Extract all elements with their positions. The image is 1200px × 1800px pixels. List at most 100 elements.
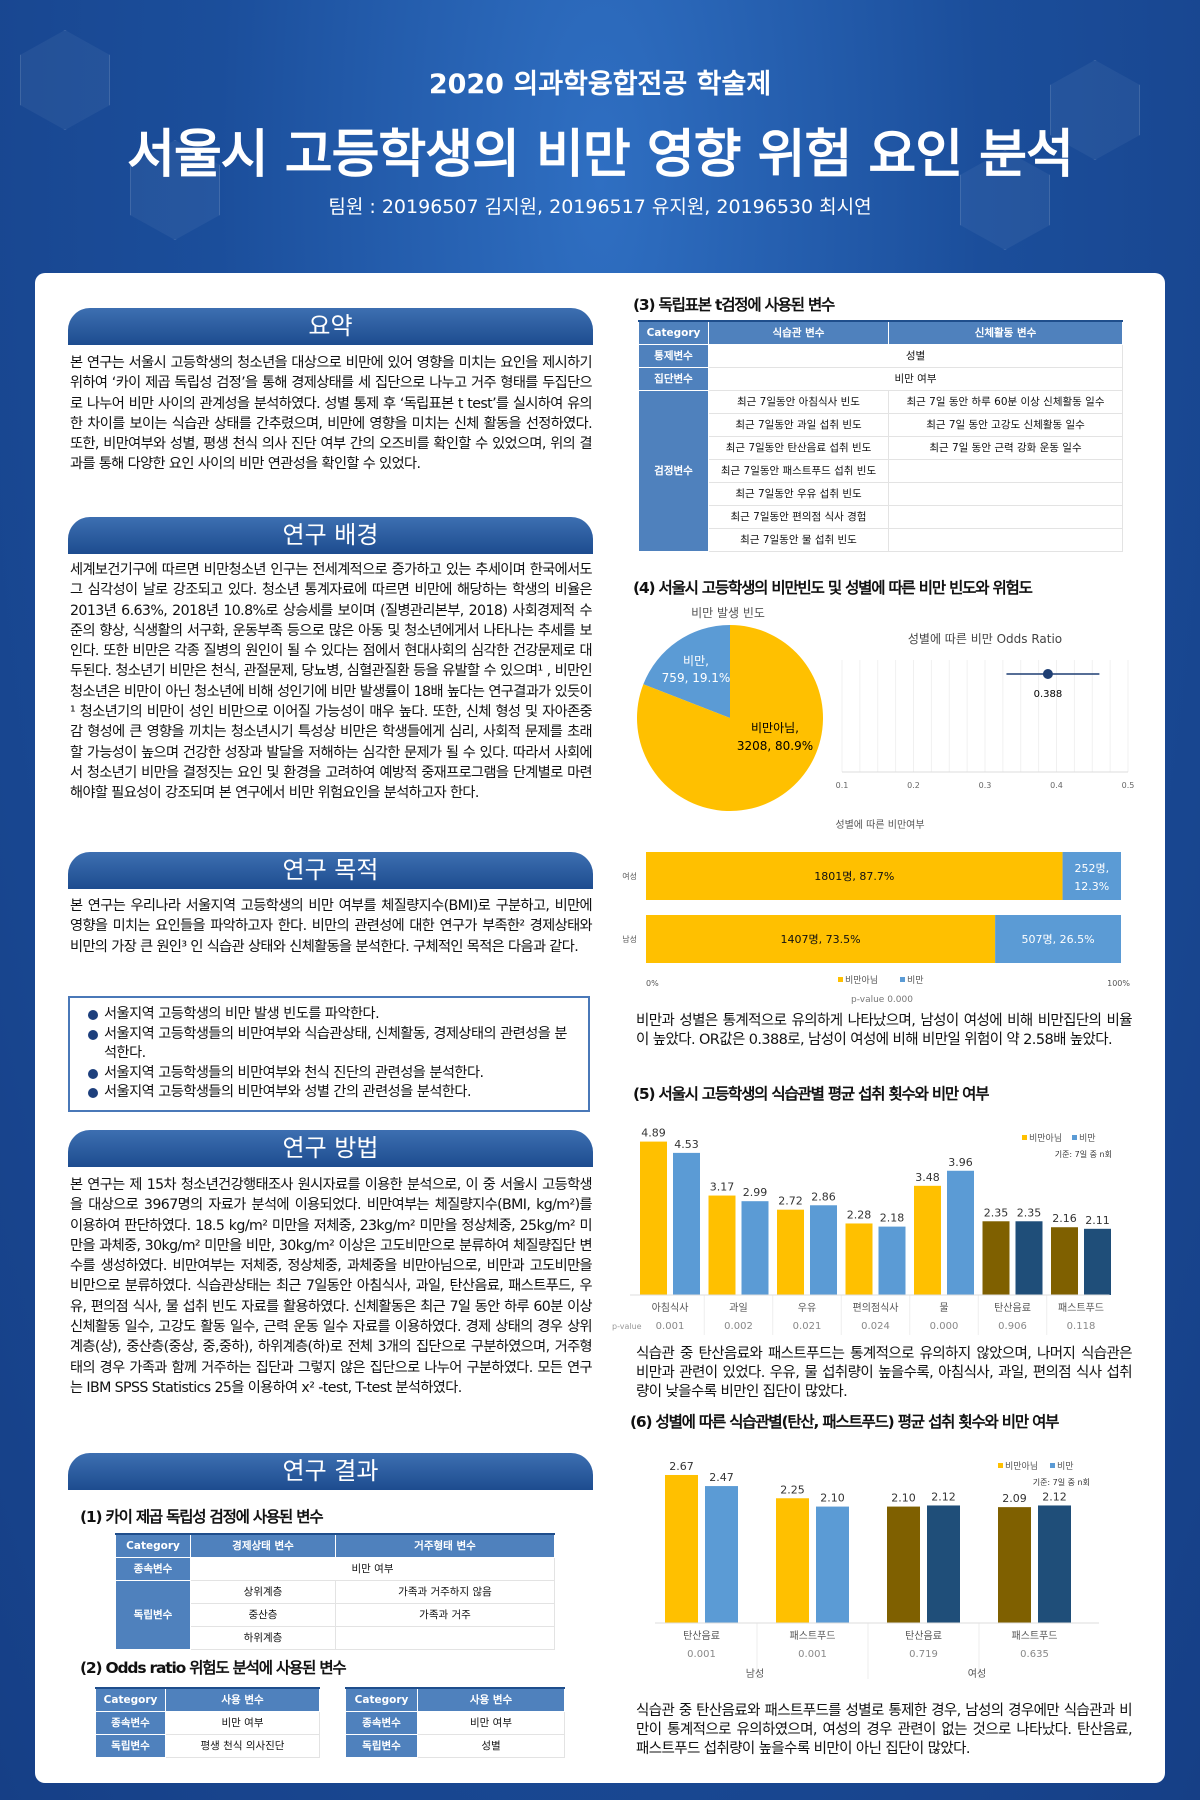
row-header: 종속변수	[115, 1556, 191, 1581]
legend-label: 비만아님	[1029, 1133, 1062, 1144]
p-value-note: p-value 0.000	[851, 995, 913, 1005]
p-value: 0.906	[998, 1321, 1027, 1332]
legend-swatch	[838, 977, 843, 982]
table-cell	[888, 504, 1123, 529]
section4-title: (4) 서울시 고등학생의 비만빈도 및 성별에 따른 비만 빈도와 위험도	[633, 579, 1033, 597]
bar-not-obese	[1051, 1227, 1078, 1295]
legend-label: 비만	[1057, 1461, 1074, 1472]
table-cell: 최근 7일동안 탄산음료 섭취 빈도	[708, 435, 889, 460]
bar-segment	[1062, 852, 1121, 900]
legend-label: 비만아님	[845, 975, 878, 986]
row-header: 검정변수	[638, 389, 709, 552]
pie-slice-not-obese	[637, 625, 823, 811]
bar-obese	[810, 1205, 837, 1295]
p-value: 0.021	[793, 1321, 822, 1332]
p-value: 0.002	[724, 1321, 753, 1332]
table-cell: 최근 7일동안 편의점 식사 경험	[708, 504, 889, 529]
section5-text: 식습관 중 탄산음료와 패스트푸드는 통계적으로 유의하지 않았으며, 나머지 …	[636, 1346, 1133, 1400]
bar-not-obese	[708, 1195, 736, 1295]
p-value-axis-label: p-value	[612, 1322, 642, 1331]
p-value: 0.635	[1020, 1649, 1049, 1660]
x-tick-label: 0.5	[1122, 781, 1135, 790]
row-header: 종속변수	[345, 1710, 418, 1735]
section5-title: (5) 서울시 고등학생의 식습관별 평균 섭취 횟수와 비만 여부	[633, 1085, 990, 1103]
method-text: 본 연구는 제 15차 청소년건강행태조사 원시자료를 이용한 분석으로, 이 …	[70, 1177, 593, 1396]
table-cell: 최근 7일 동안 고강도 신체활동 일수	[888, 412, 1123, 437]
bar-not-obese	[914, 1185, 941, 1295]
section6-title: (6) 성별에 따른 식습관별(탄산, 패스트푸드) 평균 섭취 횟수와 비만 …	[630, 1413, 1059, 1431]
odds-ratio-title: 성별에 따른 비만 Odds Ratio	[908, 632, 1062, 646]
table3-title: (3) 독립표본 t검정에 사용된 변수	[633, 296, 835, 314]
table1-title: (1) 카이 제곱 독립성 검정에 사용된 변수	[80, 1508, 324, 1526]
goals-box: 서울지역 고등학생의 비만 발생 빈도를 파악한다. 서울지역 고등학생들의 비…	[68, 996, 590, 1112]
odds-ratio-point	[1042, 669, 1053, 679]
bar-segment	[646, 852, 1063, 900]
table-cell: 최근 7일동안 패스트푸드 섭취 빈도	[708, 458, 889, 483]
legend-label: 비만	[907, 975, 924, 986]
col-header: 사용 변수	[417, 1687, 565, 1712]
row-header: 독립변수	[115, 1579, 191, 1650]
bar-obese	[816, 1506, 849, 1623]
data-label: 2.09	[1002, 1492, 1027, 1505]
data-label: 2.12	[931, 1490, 956, 1503]
bar-segment	[995, 915, 1121, 963]
bar-not-obese	[887, 1506, 920, 1623]
table-cell: 최근 7일동안 아침식사 빈도	[708, 389, 889, 414]
table-cell: 상위계층	[190, 1579, 336, 1604]
row-header: 통제변수	[638, 343, 709, 368]
data-label: 2.11	[1085, 1214, 1110, 1227]
table-cell: 최근 7일동안 우유 섭취 빈도	[708, 481, 889, 506]
p-value: 0.024	[861, 1321, 890, 1332]
data-label: 2.10	[820, 1492, 845, 1505]
legend-swatch	[900, 977, 905, 982]
table-cell	[888, 481, 1123, 506]
row-header: 독립변수	[345, 1733, 418, 1758]
table-cell: 중산층	[190, 1602, 336, 1627]
data-label: 3.17	[710, 1181, 735, 1194]
table-cell	[888, 527, 1123, 552]
col-header: Category	[95, 1687, 166, 1712]
hexagon-decoration	[130, 140, 220, 240]
bar-obese	[741, 1201, 769, 1295]
data-label: 2.25	[780, 1483, 805, 1496]
bar-obese	[878, 1226, 906, 1295]
section4-text: 비만과 성별은 통계적으로 유의하게 나타났으며, 남성이 여성에 비해 비만집…	[636, 1013, 1133, 1048]
table-cell: 최근 7일 동안 하루 60분 이상 신체활동 일수	[888, 389, 1123, 414]
bar-label: 12.3%	[1074, 880, 1109, 893]
category-label: 패스트푸드	[790, 1630, 836, 1642]
odds-ratio-label: 0.388	[1034, 689, 1063, 700]
x-tick-label: 0%	[646, 979, 659, 988]
p-value: 0.001	[656, 1321, 685, 1332]
bar-label: 252명,	[1074, 862, 1109, 875]
col-header: 거주형태 변수	[334, 1533, 556, 1558]
group-label: 남성	[746, 1668, 764, 1680]
section-header-background: 연구 배경	[68, 517, 593, 554]
goal-item: 서울지역 고등학생의 비만 발생 빈도를 파악한다.	[88, 1005, 570, 1025]
legend-note: 기준: 7일 중 n회	[1033, 1478, 1090, 1487]
bar-obese	[1038, 1505, 1071, 1623]
x-tick-label: 0.2	[907, 781, 920, 790]
data-label: 4.53	[674, 1138, 699, 1151]
data-label: 2.28	[847, 1208, 872, 1221]
category-label: 여성	[622, 871, 637, 881]
bar-segment	[646, 915, 996, 963]
legend-label: 비만아님	[1005, 1461, 1038, 1472]
section-header-summary: 요약	[68, 308, 593, 345]
col-header: Category	[115, 1533, 191, 1558]
t-test-variables-table: Category 식습관 변수 신체활동 변수 통제변수 성별 집단변수 비만 여부 검…	[638, 320, 1123, 552]
bar-not-obese	[998, 1507, 1031, 1623]
bar-obese	[673, 1152, 700, 1295]
legend-swatch	[1072, 1135, 1077, 1140]
data-label: 2.16	[1052, 1212, 1077, 1225]
col-header: Category	[638, 320, 709, 345]
data-label: 3.48	[915, 1171, 940, 1184]
section-header-purpose: 연구 목적	[68, 852, 593, 889]
category-label: 남성	[622, 935, 637, 944]
odds-ratio-table-sex: Category 사용 변수 종속변수 비만 여부 독립변수 성별	[345, 1687, 565, 1758]
col-header: 식습관 변수	[708, 320, 889, 345]
p-value: 0.000	[930, 1321, 959, 1332]
bar-obese	[1015, 1221, 1043, 1295]
category-label: 우유	[798, 1302, 816, 1314]
col-header: Category	[345, 1687, 418, 1712]
bar-not-obese	[640, 1141, 667, 1295]
